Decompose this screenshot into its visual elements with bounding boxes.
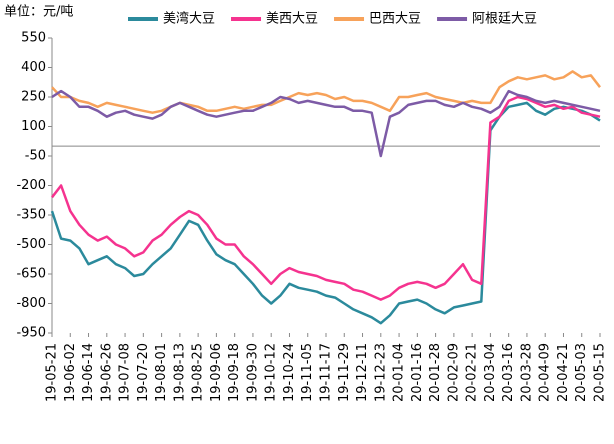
x-tick-label: 20-02-21 [465,343,480,402]
x-tick-label: 20-01-16 [410,343,425,402]
x-tick-label: 19-12-23 [373,343,388,402]
x-tick-label: 19-12-11 [355,343,370,402]
series-line [51,95,601,301]
x-tick-label: 19-08-01 [154,343,169,402]
legend-label: 美湾大豆 [163,11,215,27]
x-tick-label: 19-08-25 [191,343,206,402]
x-tick-label: 19-09-18 [227,343,242,402]
x-tick-label: 20-02-09 [446,343,461,402]
y-tick-label: 400 [21,60,46,75]
series-line [51,89,601,158]
series-line [50,101,601,325]
y-tick-label: -800 [16,296,46,311]
x-tick-label: 19-11-05 [300,343,315,402]
x-tick-label: 20-05-15 [593,343,608,402]
y-tick-label: -50 [25,149,46,164]
x-tick-label: 19-06-14 [81,343,96,402]
x-tick-label: 20-01-28 [428,343,443,402]
x-tick-label: 19-10-24 [282,343,297,402]
series-line [51,70,601,114]
x-tick-label: 19-11-17 [319,343,334,402]
y-tick-label: -200 [16,178,46,193]
x-tick-label: 19-10-12 [264,343,279,402]
x-tick-label: 19-05-21 [45,343,60,402]
y-tick-label: -650 [16,267,46,282]
legend-label: 阿根廷大豆 [472,12,537,27]
x-tick-label: 19-08-13 [172,343,187,402]
y-tick-label: -500 [16,237,46,252]
x-tick-label: 20-05-03 [574,343,589,402]
x-tick-label: 19-06-26 [99,343,114,402]
y-tick-label: 100 [21,119,46,134]
unit-label: 单位：元/吨 [4,5,73,20]
legend-label: 美西大豆 [266,12,318,27]
x-tick-label: 20-04-21 [556,343,571,402]
x-tick-label: 20-03-28 [519,343,534,402]
x-tick-label: 19-07-08 [118,343,133,402]
x-tick-label: 19-11-29 [337,343,352,402]
x-tick-label: 19-07-20 [136,343,151,402]
x-tick-label: 19-09-30 [245,343,260,402]
x-tick-label: 20-03-04 [483,343,498,402]
y-tick-label: -350 [16,208,46,223]
x-tick-label: 19-06-02 [63,343,78,402]
x-tick-label: 20-04-09 [538,343,553,402]
x-tick-label: 20-01-04 [392,343,407,402]
x-tick-label: 19-09-06 [209,343,224,402]
x-tick-label: 20-03-16 [501,343,516,402]
y-tick-label: -950 [16,326,46,341]
y-tick-label: 250 [21,90,46,105]
legend-label: 巴西大豆 [369,12,421,27]
y-tick-label: 550 [21,31,46,46]
